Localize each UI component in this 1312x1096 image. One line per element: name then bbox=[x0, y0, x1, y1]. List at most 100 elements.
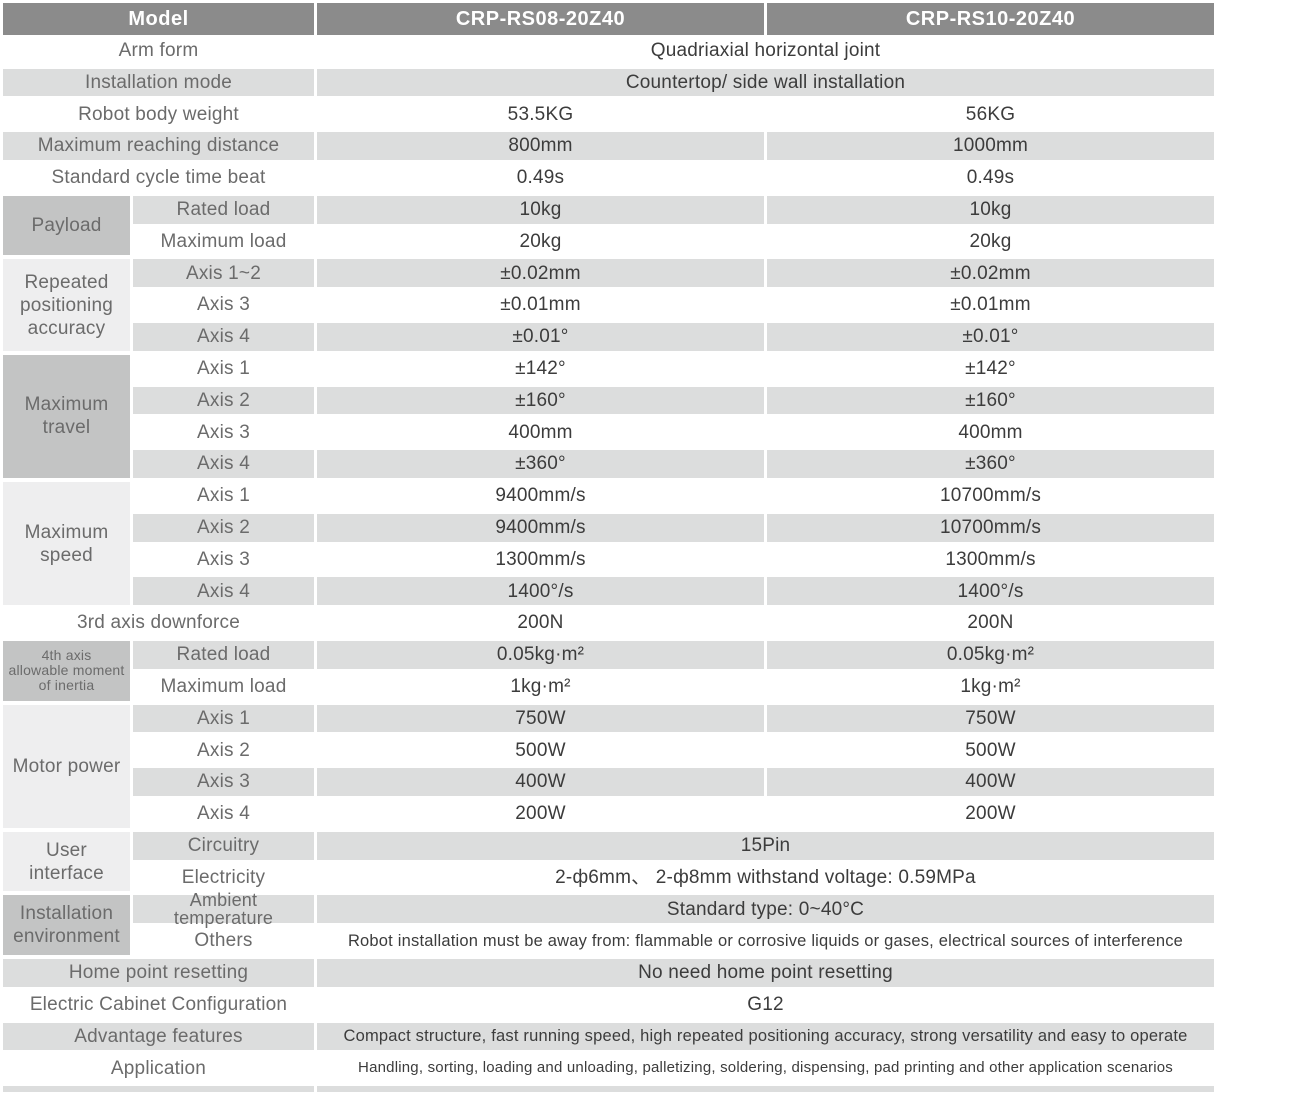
row-sublabel: Axis 1 bbox=[197, 485, 250, 507]
row-sublabel: Axis 3 bbox=[197, 421, 250, 443]
cell-value-model-2: ±0.01mm bbox=[950, 294, 1031, 316]
spec-table: Model CRP-RS08-20Z40 CRP-RS10-20Z40 Arm … bbox=[3, 3, 1214, 1084]
cell-value-model-1: 400mm bbox=[508, 421, 573, 443]
cell-value-model-2: 10700mm/s bbox=[939, 485, 1042, 507]
cell-value-model-1: 500W bbox=[515, 739, 566, 761]
cell-value-merged: Compact structure, fast running speed, h… bbox=[317, 1020, 1214, 1053]
category-label: Maximum travel bbox=[3, 354, 130, 478]
cell-value-model-2: 1000mm bbox=[767, 130, 1214, 162]
cell-value-merged: G12 bbox=[747, 993, 784, 1015]
row-sublabel: Axis 3 bbox=[197, 548, 250, 570]
cell-value-model-1: ±0.01° bbox=[317, 320, 764, 353]
cell-value-merged: 2-ф6mm、 2-ф8mm withstand voltage: 0.59MP… bbox=[555, 866, 976, 888]
cell-value-model-2: 500W bbox=[965, 739, 1016, 761]
row-sublabel: Axis 3 bbox=[133, 766, 314, 798]
cell-value-model-2: ±360° bbox=[767, 448, 1214, 480]
row-sublabel: Maximum load bbox=[160, 230, 287, 252]
cell-value-model-1: 20kg bbox=[519, 230, 562, 252]
cell-value-model-1: 800mm bbox=[317, 130, 764, 162]
row-label: Installation mode bbox=[3, 66, 314, 99]
header-model-1: CRP-RS08-20Z40 bbox=[317, 3, 764, 35]
cell-value-model-1: ±0.01mm bbox=[500, 294, 581, 316]
row-sublabel: Axis 2 bbox=[133, 384, 314, 417]
cell-value-model-2: 400W bbox=[767, 766, 1214, 798]
row-label: Application bbox=[110, 1057, 207, 1079]
cell-value-model-1: 750W bbox=[317, 702, 764, 735]
row-label: 3rd axis downforce bbox=[76, 612, 241, 634]
row-sublabel: Circuitry bbox=[133, 829, 314, 862]
cell-value-model-2: ±142° bbox=[965, 358, 1016, 380]
row-sublabel: Axis 2 bbox=[133, 511, 314, 544]
cell-value-merged: Countertop/ side wall installation bbox=[317, 66, 1214, 99]
cell-value-model-1: 10kg bbox=[317, 193, 764, 226]
cell-value-merged: Robot installation must be away from: fl… bbox=[347, 931, 1184, 950]
cell-value-model-2: 400mm bbox=[958, 421, 1023, 443]
cell-value-model-2: ±0.02mm bbox=[767, 257, 1214, 290]
row-sublabel: Axis 1 bbox=[197, 358, 250, 380]
row-label: Standard cycle time beat bbox=[51, 167, 266, 189]
cell-value-model-1: 400W bbox=[317, 766, 764, 798]
row-label: Arm form bbox=[118, 40, 199, 62]
row-sublabel: Axis 4 bbox=[133, 320, 314, 353]
row-sublabel: Axis 4 bbox=[133, 448, 314, 480]
cell-value-model-2: 0.49s bbox=[966, 167, 1015, 189]
cell-value-model-1: 0.49s bbox=[516, 167, 565, 189]
row-sublabel: Axis 2 bbox=[197, 739, 250, 761]
cell-value-model-2: 1300mm/s bbox=[945, 548, 1036, 570]
cell-value-model-2: 1400°/s bbox=[767, 575, 1214, 608]
header-model-label: Model bbox=[3, 3, 314, 35]
category-label: 4th axis allowable moment of inertia bbox=[3, 640, 130, 701]
header-model-2: CRP-RS10-20Z40 bbox=[767, 3, 1214, 35]
cell-value-model-1: 200N bbox=[517, 612, 564, 634]
cell-value-model-1: ±360° bbox=[317, 448, 764, 480]
row-label: Maximum reaching distance bbox=[3, 130, 314, 162]
row-sublabel: Rated load bbox=[133, 193, 314, 226]
cell-value-model-1: 1300mm/s bbox=[495, 548, 586, 570]
cell-value-merged: No need home point resetting bbox=[317, 956, 1214, 989]
category-label: Motor power bbox=[3, 704, 130, 828]
cell-value-merged: Quadriaxial horizontal joint bbox=[650, 40, 881, 62]
cell-value-model-2: ±0.01° bbox=[767, 320, 1214, 353]
cell-value-model-1: 9400mm/s bbox=[317, 511, 764, 544]
row-sublabel: Axis 3 bbox=[197, 294, 250, 316]
cell-value-model-1: 53.5KG bbox=[507, 103, 574, 125]
cell-value-merged: Standard type: 0~40°C bbox=[317, 893, 1214, 926]
cell-value-model-2: 0.05kg·m² bbox=[767, 638, 1214, 671]
category-label: User interface bbox=[3, 831, 130, 892]
bottom-strip-label bbox=[3, 1086, 314, 1092]
cell-value-model-2: 1kg·m² bbox=[960, 676, 1021, 697]
row-label: Advantage features bbox=[3, 1020, 314, 1053]
row-label: Home point resetting bbox=[3, 956, 314, 989]
cell-value-merged: 15Pin bbox=[317, 829, 1214, 862]
cell-value-model-1: 1kg·m² bbox=[510, 676, 571, 697]
row-sublabel: Axis 1 bbox=[133, 702, 314, 735]
row-sublabel: Rated load bbox=[133, 638, 314, 671]
category-label: Maximum speed bbox=[3, 481, 130, 606]
row-sublabel: Axis 4 bbox=[197, 803, 250, 825]
cell-value-model-2: 10kg bbox=[767, 193, 1214, 226]
cell-value-model-1: 200W bbox=[515, 803, 566, 825]
cell-value-model-2: 200W bbox=[965, 803, 1016, 825]
cell-value-model-1: 0.05kg·m² bbox=[317, 638, 764, 671]
cell-value-model-1: ±160° bbox=[317, 384, 764, 417]
cell-value-model-2: 750W bbox=[767, 702, 1214, 735]
category-label: Repeated positioning accuracy bbox=[3, 259, 130, 351]
cell-value-model-1: ±0.02mm bbox=[317, 257, 764, 290]
row-sublabel: Axis 4 bbox=[133, 575, 314, 608]
category-label: Payload bbox=[3, 195, 130, 256]
cell-value-model-2: 20kg bbox=[969, 230, 1012, 252]
cell-value-model-2: 10700mm/s bbox=[767, 511, 1214, 544]
row-sublabel: Ambient temperature bbox=[133, 891, 314, 927]
cell-value-model-1: 1400°/s bbox=[317, 575, 764, 608]
cell-value-merged: Handling, sorting, loading and unloading… bbox=[358, 1058, 1173, 1076]
row-sublabel: Maximum load bbox=[160, 676, 287, 697]
cell-value-model-2: ±160° bbox=[767, 384, 1214, 417]
row-sublabel: Axis 1~2 bbox=[133, 257, 314, 290]
category-label: Installation environment bbox=[3, 895, 130, 955]
cell-value-model-2: 56KG bbox=[965, 103, 1016, 125]
row-sublabel: Electricity bbox=[181, 866, 266, 888]
cell-value-model-2: 200N bbox=[967, 612, 1014, 634]
cell-value-model-1: ±142° bbox=[515, 358, 566, 380]
row-sublabel: Others bbox=[194, 930, 253, 952]
